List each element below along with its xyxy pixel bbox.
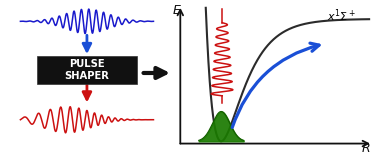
Text: R: R (362, 142, 370, 155)
Text: E: E (172, 4, 180, 17)
Text: PULSE
SHAPER: PULSE SHAPER (65, 59, 109, 81)
FancyBboxPatch shape (37, 56, 137, 84)
Text: $x^1\Sigma^+$: $x^1\Sigma^+$ (327, 8, 356, 24)
